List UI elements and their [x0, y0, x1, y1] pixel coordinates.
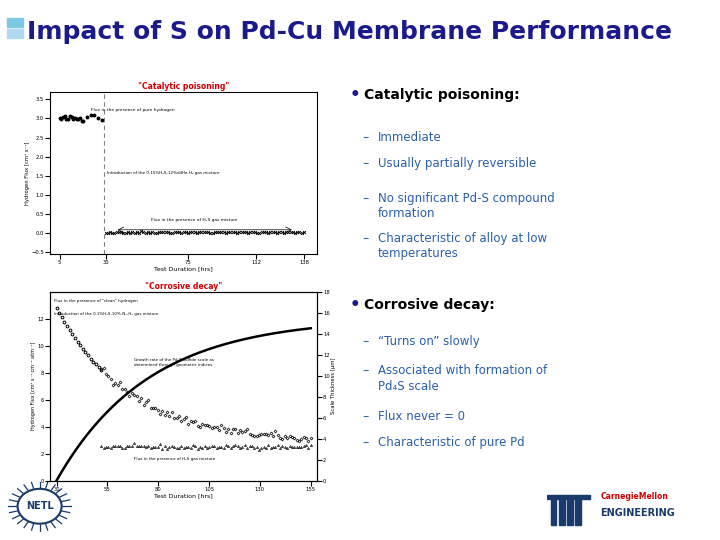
Bar: [7, 29, 23, 38]
Y-axis label: Hydrogen Flux [cm³ s⁻¹ cm⁻² atm⁻¹]: Hydrogen Flux [cm³ s⁻¹ cm⁻² atm⁻¹]: [31, 342, 36, 430]
Text: –: –: [362, 364, 369, 377]
Text: Flux in the presence of H₂S gas mixture: Flux in the presence of H₂S gas mixture: [134, 457, 215, 461]
Text: Corrosive decay:: Corrosive decay:: [364, 298, 495, 312]
X-axis label: Test Duration [hrs]: Test Duration [hrs]: [154, 493, 213, 498]
Text: “Turns on” slowly: “Turns on” slowly: [378, 335, 480, 348]
Y-axis label: Scale Thickness [μm]: Scale Thickness [μm]: [331, 358, 336, 414]
Text: Usually partially reversible: Usually partially reversible: [378, 157, 536, 170]
Text: –: –: [362, 192, 369, 205]
Text: Characteristic of alloy at low
temperatures: Characteristic of alloy at low temperatu…: [378, 232, 547, 260]
Circle shape: [17, 489, 62, 524]
Text: •: •: [349, 85, 360, 104]
Text: Catalytic poisoning:: Catalytic poisoning:: [364, 87, 519, 102]
Y-axis label: Hydrogen Flux [cm³ s⁻¹]: Hydrogen Flux [cm³ s⁻¹]: [25, 141, 30, 205]
Text: NETL: NETL: [26, 501, 53, 511]
Text: –: –: [362, 157, 369, 170]
Bar: [547, 495, 590, 499]
Text: Characteristic of pure Pd: Characteristic of pure Pd: [378, 436, 525, 449]
Text: –: –: [362, 131, 369, 144]
Bar: [575, 498, 581, 525]
Text: Flux in the presence of H₂S gas mixture: Flux in the presence of H₂S gas mixture: [151, 218, 238, 221]
Text: Immediate: Immediate: [378, 131, 442, 144]
Text: Associated with formation of
Pd₄S scale: Associated with formation of Pd₄S scale: [378, 364, 547, 393]
Text: Introduction of the 0.1%H₂S-10%-N₂-H₂ gas mixture: Introduction of the 0.1%H₂S-10%-N₂-H₂ ga…: [55, 312, 159, 315]
Text: Growth rate of the Pd₄S sulfide scale as
determined through geometric indices: Growth rate of the Pd₄S sulfide scale as…: [134, 358, 214, 367]
Title: "Catalytic poisoning": "Catalytic poisoning": [138, 82, 229, 91]
Text: Introduction of the 0.15%H₂S-12%dilHe-H₂ gas mixture: Introduction of the 0.15%H₂S-12%dilHe-H₂…: [107, 171, 220, 175]
Bar: [7, 18, 23, 26]
Text: –: –: [362, 436, 369, 449]
Text: Flux in the presence of pure hydrogen: Flux in the presence of pure hydrogen: [91, 108, 174, 112]
Bar: [567, 498, 573, 525]
Text: •: •: [349, 296, 360, 314]
Text: –: –: [362, 335, 369, 348]
Bar: [559, 498, 564, 525]
Text: CarnegieMellon: CarnegieMellon: [600, 492, 668, 502]
Title: "Corrosive decay": "Corrosive decay": [145, 282, 222, 291]
X-axis label: Test Duration [hrs]: Test Duration [hrs]: [154, 266, 213, 272]
Text: ENGINEERING: ENGINEERING: [600, 509, 675, 518]
Bar: [551, 498, 557, 525]
Text: –: –: [362, 410, 369, 423]
Text: Flux in the presence of "clean" hydrogen: Flux in the presence of "clean" hydrogen: [55, 299, 138, 303]
Text: No significant Pd-S compound
formation: No significant Pd-S compound formation: [378, 192, 554, 220]
Text: Flux never = 0: Flux never = 0: [378, 410, 465, 423]
Text: Impact of S on Pd-Cu Membrane Performance: Impact of S on Pd-Cu Membrane Performanc…: [27, 21, 672, 44]
Text: –: –: [362, 232, 369, 245]
